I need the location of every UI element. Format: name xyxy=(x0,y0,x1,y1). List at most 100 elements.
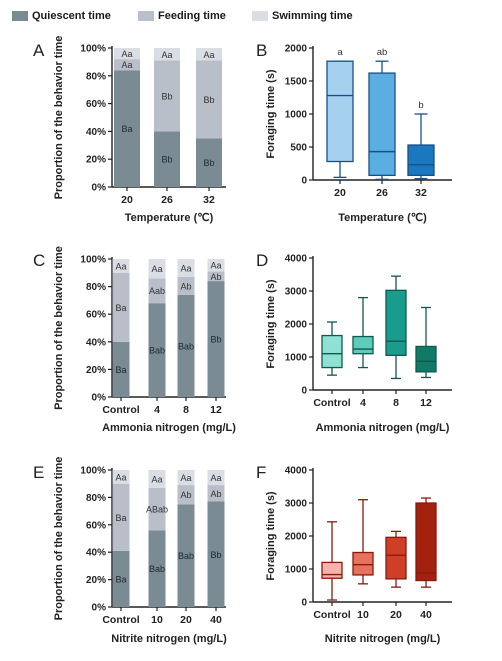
panel-a-bar-label: Aa xyxy=(161,50,172,60)
panel-e-bar-quiescent xyxy=(177,504,195,607)
panel-a-bar-feeding xyxy=(196,60,222,139)
panel-a-bar-label: Aa xyxy=(121,60,132,70)
panel-e-y-axis-label: Proportion of the behavior time xyxy=(53,457,65,621)
panel-c-y-tick-label: 60% xyxy=(86,310,106,321)
panel-a-bar-label: Bb xyxy=(161,155,172,165)
panel-a-x-axis-label: Temperature (℃) xyxy=(125,212,214,224)
panel-a-bar-quiescent xyxy=(154,131,180,187)
panel-c-x-tick-label: 8 xyxy=(183,404,189,416)
panel-e-bar-label: Aa xyxy=(115,472,126,482)
panel-e-bar-label: Ab xyxy=(210,489,221,499)
panel-e-y-tick-label: 100% xyxy=(80,466,106,477)
panel-f-x-tick-label: 10 xyxy=(357,609,369,621)
legend-label-quiescent: Quiescent time xyxy=(32,10,111,22)
panel-d-y-axis-label: Foraging time (s) xyxy=(265,279,277,369)
panel-a-bar-label: Aa xyxy=(121,49,132,59)
panel-a-x-tick-label: 26 xyxy=(161,194,173,206)
panel-c-y-tick-label: 80% xyxy=(86,282,106,293)
panel-b-letter: B xyxy=(256,41,267,60)
panel-a-y-tick-label: 20% xyxy=(86,155,106,166)
panel-a-bar-feeding xyxy=(114,59,140,71)
panel-a-y-tick-label: 100% xyxy=(80,44,106,55)
panel-e-bar-quiescent xyxy=(112,550,130,607)
panel-c-x-axis-label: Ammonia nitrogen (mg/L) xyxy=(102,422,236,434)
legend-label-swimming: Swimming time xyxy=(272,10,353,22)
panel-a-bar-quiescent xyxy=(196,138,222,187)
panel-e-bar-label: Aa xyxy=(210,473,221,483)
panel-e-y-tick-label: 80% xyxy=(86,493,106,504)
panel-c-x-tick-label: 12 xyxy=(210,404,222,416)
panel-e-bar-label: Bb xyxy=(210,550,221,560)
panel-a-y-axis-label: Proportion of the behavior time xyxy=(53,36,65,200)
panel-e-bar-label: Bab xyxy=(178,551,194,561)
panel-c-bar-quiescent xyxy=(207,281,225,397)
panel-b-box-label: ab xyxy=(377,47,388,58)
panel-c-bar-label: Bab xyxy=(149,346,165,356)
panel-e-bar-label: Aa xyxy=(180,473,191,483)
panel-b-y-tick-label: 1500 xyxy=(285,77,308,88)
panel-e: E 0% 20% 40% 60% 80% 100% Proportion of the beh… xyxy=(33,457,227,645)
panel-b-x-tick-label: 32 xyxy=(415,187,427,199)
panel-e-bar-label: Aa xyxy=(151,474,162,484)
panel-f-y-tick-label: 4000 xyxy=(285,466,308,477)
panel-a-bar-swimming xyxy=(154,48,180,61)
panel-c-y-tick-label: 100% xyxy=(80,255,106,266)
panel-c-bar-feeding xyxy=(148,278,166,304)
panel-d-x-axis-label: Ammonia nitrogen (mg/L) xyxy=(316,422,450,434)
panel-c-bar-label: Ab xyxy=(210,272,221,282)
panel-e-y-tick-label: 60% xyxy=(86,520,106,531)
panel-c-bar-label: Ab xyxy=(180,281,191,291)
panel-b-box-label: a xyxy=(337,47,343,58)
panel-e-bar-label: Ab xyxy=(180,490,191,500)
panel-c-bar-label: Aa xyxy=(210,261,221,271)
panel-c-bar-label: Bb xyxy=(210,335,221,345)
panel-b-x-axis-label: Temperature (℃) xyxy=(338,212,427,224)
panel-b-box-label: b xyxy=(418,100,423,111)
panel-a-x-tick-label: 20 xyxy=(121,194,133,206)
panel-e-bar-swimming xyxy=(177,470,195,486)
panel-b-y-axis-label: Foraging time (s) xyxy=(265,69,277,159)
panel-a-bar-label: Bb xyxy=(161,91,172,101)
panel-a-letter: A xyxy=(33,41,45,60)
panel-d-x-tick-label: 4 xyxy=(360,397,366,409)
panel-c-bar-label: Aa xyxy=(151,264,162,274)
panel-f-x-tick-label: 40 xyxy=(420,609,432,621)
panel-d-x-tick-label: 8 xyxy=(393,397,399,409)
panel-f-y-tick-label: 0 xyxy=(301,598,307,609)
panel-f-box xyxy=(415,502,437,582)
panel-a-y-tick-label: 80% xyxy=(86,71,106,82)
panel-a-x-tick-label: 32 xyxy=(203,194,215,206)
panel-c-y-axis-label: Proportion of the behavior time xyxy=(53,246,65,410)
panel-e-bar-swimming xyxy=(207,470,225,486)
panel-a-y-tick-label: 0% xyxy=(92,183,107,194)
panel-a-bar-label: Bb xyxy=(203,95,214,105)
panel-f-x-tick-label: Control xyxy=(313,609,350,621)
panel-d-y-tick-label: 3000 xyxy=(285,287,308,298)
panel-b-box xyxy=(368,72,396,177)
panel-c-bar-label: Bab xyxy=(178,341,194,351)
panel-e-letter: E xyxy=(33,463,44,482)
panel-a-bar-label: Ba xyxy=(121,124,132,134)
panel-e-x-tick-label: Control xyxy=(102,614,139,626)
panel-c-bar-swimming xyxy=(207,259,225,272)
panel-c-bar-label: Aab xyxy=(149,286,165,296)
panel-b-x-tick-label: 20 xyxy=(334,187,346,199)
panel-d-x-tick-label: 12 xyxy=(420,397,432,409)
panel-e-bar-quiescent xyxy=(207,501,225,607)
panel-f: F 0 1000 2000 3000 4000 Foraging time (s) Nitri… xyxy=(256,463,452,645)
panel-a-y-tick-label: 40% xyxy=(86,127,106,138)
panel-d-y-tick-label: 0 xyxy=(301,386,307,397)
panel-a-bar-feeding xyxy=(154,60,180,132)
panel-e-bar-swimming xyxy=(148,470,166,488)
panel-d-y-tick-label: 4000 xyxy=(285,254,308,265)
panel-a-bar-label: Bb xyxy=(203,158,214,168)
panel-c: C 0% 20% 40% 60% 80% 100% Proportion of the beh… xyxy=(33,246,236,434)
panel-e-y-tick-label: 20% xyxy=(86,575,106,586)
legend-swatch-feeding xyxy=(138,11,154,21)
panel-c-bar-feeding xyxy=(177,276,195,295)
panel-e-bar-feeding xyxy=(112,483,130,551)
panel-c-letter: C xyxy=(33,251,45,270)
panel-c-bar-label: Ba xyxy=(115,303,126,313)
panel-e-bar-label: ABab xyxy=(146,505,168,515)
panel-b-y-tick-label: 2000 xyxy=(285,44,308,55)
